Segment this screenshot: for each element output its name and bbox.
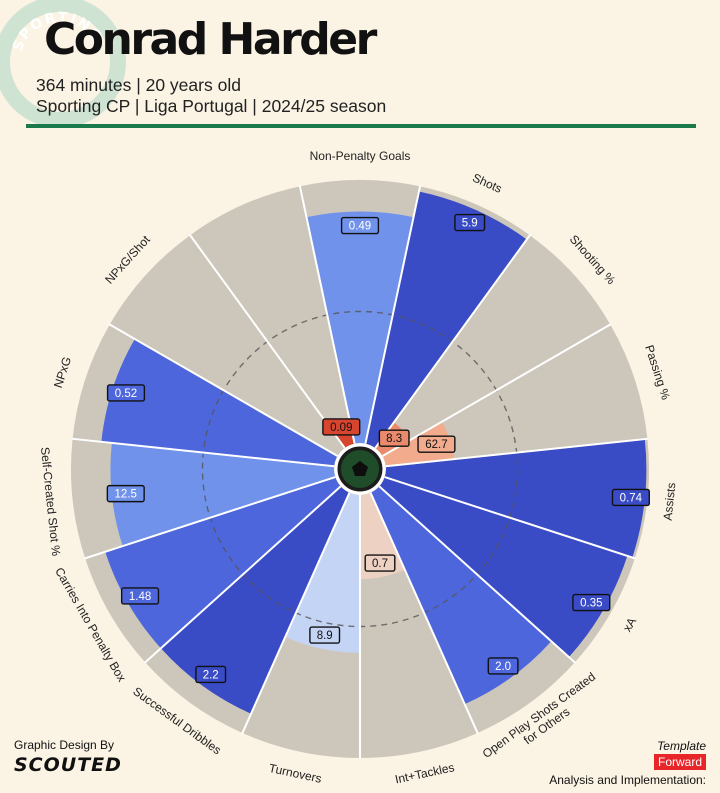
slice-label: xA (620, 615, 639, 634)
value-box: 0.09 (322, 418, 361, 436)
value-box: 0.49 (340, 216, 380, 235)
value-box-text: 0.7 (372, 558, 388, 570)
analysis-credit-label: Analysis and Implementation: (549, 773, 706, 787)
value-box: 8.3 (378, 429, 410, 447)
slice-label: Non-Penalty Goals (310, 149, 411, 163)
value-box: 0.35 (572, 593, 611, 612)
slice-divider (71, 437, 335, 468)
value-box-text: 2.2 (203, 669, 219, 681)
value-box-text: 1.48 (129, 591, 151, 603)
slice-label: Passing % (642, 343, 673, 402)
value-box-bg (417, 435, 456, 453)
value-box-bg (120, 587, 160, 605)
slice-divider (364, 185, 422, 444)
slice-divider (378, 485, 577, 664)
slice-label: Int+Tackles (394, 760, 456, 786)
slice-label: Shots (470, 171, 504, 196)
value-box-text: 0.35 (580, 598, 602, 610)
value-box-text: 8.3 (386, 433, 402, 445)
slice-divider (382, 323, 612, 457)
value-box-bg (487, 657, 519, 675)
slice-bar (105, 477, 341, 649)
value-box-bg (572, 593, 611, 612)
slice-label: NPxG (51, 355, 74, 390)
value-box-text: 0.09 (330, 422, 352, 434)
slice-bar (101, 338, 338, 467)
slice-divider (298, 185, 356, 444)
value-box-text: 12.5 (115, 489, 137, 501)
slice-bar (285, 492, 360, 653)
value-box-bg (364, 554, 396, 572)
slice-bar (306, 211, 414, 444)
slice-divider (188, 233, 346, 449)
slice-bar (160, 486, 350, 714)
slice-background (109, 235, 345, 456)
center-ball (334, 443, 386, 495)
club-logo: SPORTING (0, 0, 126, 128)
slice-label: Turnovers (268, 761, 323, 786)
value-box-bg (378, 429, 410, 447)
slice-divider (143, 485, 342, 664)
design-credit-label: Graphic Design By (14, 738, 115, 752)
value-box-bg (195, 665, 227, 684)
slice-background (382, 324, 648, 467)
value-box-text: 8.9 (317, 630, 333, 642)
slice-divider (108, 323, 338, 457)
slice-divider (83, 476, 336, 560)
ball-pentagon (352, 461, 368, 476)
player-name: Conrad Harder (44, 14, 377, 65)
value-box: 0.7 (364, 554, 396, 572)
value-box-bg (454, 213, 486, 232)
slice-background (375, 235, 611, 456)
player-minutes-age: 364 minutes | 20 years old (36, 75, 241, 95)
header-divider (26, 124, 696, 128)
slice-bar (110, 442, 336, 547)
value-box: 2.2 (195, 665, 227, 684)
slice-divider (369, 492, 479, 735)
value-box-bg (106, 384, 146, 402)
slice-divider (384, 476, 637, 560)
value-box-text: 0.49 (349, 221, 371, 233)
value-box-text: 5.9 (462, 218, 478, 230)
value-box: 1.48 (120, 587, 160, 605)
template-label: Template (657, 739, 706, 753)
slice-bar (379, 477, 628, 658)
value-box: 0.52 (106, 384, 146, 402)
value-box-text: 2.0 (495, 661, 511, 673)
value-box-bg (309, 626, 341, 644)
value-box: 5.9 (454, 213, 486, 232)
value-box-bg (340, 216, 380, 235)
value-box: 12.5 (106, 484, 145, 503)
slice-divider (241, 492, 351, 735)
value-box: 2.0 (487, 657, 519, 675)
value-box-bg (322, 418, 361, 436)
value-box-text: 0.74 (620, 492, 643, 504)
value-box: 62.7 (417, 435, 456, 453)
slice-bar (370, 486, 552, 705)
slice-label: Assists (661, 482, 679, 521)
value-box-text: 0.52 (115, 388, 137, 400)
slice-dividers (71, 185, 649, 759)
value-box-text: 62.7 (425, 439, 447, 451)
design-credit-brand: SCOUTED (14, 754, 122, 776)
value-box: 0.74 (611, 488, 650, 507)
value-box: 8.9 (309, 626, 341, 644)
slice-label: Self-Created Shot % (38, 446, 63, 557)
player-club-league-season: Sporting CP | Liga Portugal | 2024/25 se… (36, 96, 387, 116)
slice-bar (384, 439, 647, 558)
slice-divider (385, 437, 649, 468)
slice-divider (374, 233, 532, 449)
value-boxes: 0.49 5.9 8.3 62.7 0.74 0.35 2.0 0.7 8.9 2.2 1.48 12… (106, 213, 650, 684)
value-box-bg (611, 488, 650, 507)
value-box-bg (106, 484, 145, 503)
template-value-badge: Forward (653, 754, 706, 770)
